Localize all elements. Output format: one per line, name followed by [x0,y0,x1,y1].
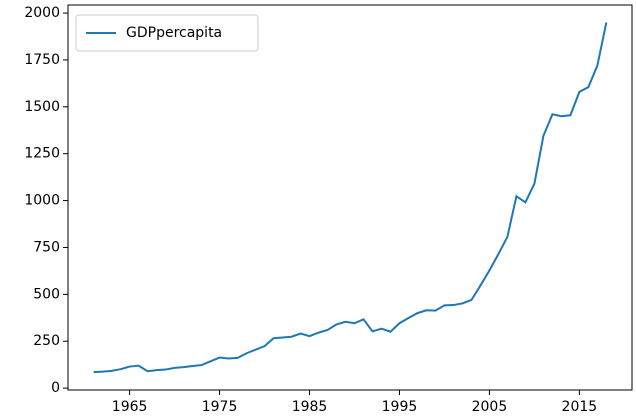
x-tick-label: 2015 [562,399,598,415]
legend-box [75,14,259,52]
y-tick-label: 1500 [24,99,60,115]
y-tick-label: 750 [33,239,60,255]
x-tick-label: 1965 [112,399,148,415]
legend-label: GDPpercapita [126,25,222,41]
y-tick-label: 1750 [24,52,60,68]
y-tick-label: 500 [33,286,60,302]
x-tick-label: 2005 [472,399,508,415]
y-tick-label: 1000 [24,193,60,209]
plot-frame [67,4,633,391]
y-tick-label: 2000 [24,5,60,21]
line [93,22,608,374]
x-tick-label: 1995 [382,399,418,415]
x-tick-label: 1975 [202,399,238,415]
x-tick-label: 1985 [292,399,328,415]
y-tick-label: 0 [51,380,60,396]
y-tick-label: 250 [33,333,60,349]
y-tick-label: 1250 [24,146,60,162]
